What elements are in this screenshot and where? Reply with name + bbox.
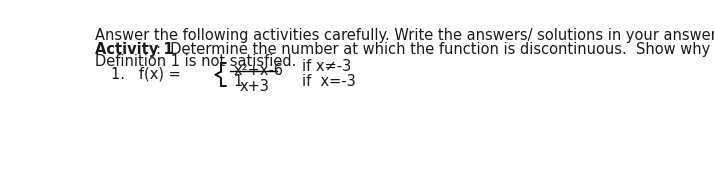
Text: x+3: x+3 [240, 79, 269, 94]
Text: 1: 1 [233, 74, 243, 89]
Text: x²+x-6: x²+x-6 [233, 63, 283, 78]
Text: if  x=-3: if x=-3 [302, 74, 356, 89]
Text: Activity 1: Activity 1 [96, 42, 174, 57]
Text: :  Determine the number at which the function is discontinuous.  Show why: : Determine the number at which the func… [156, 42, 710, 57]
Text: 1.   f(x) =: 1. f(x) = [111, 66, 181, 81]
Text: Definition 1 is not satisfied.: Definition 1 is not satisfied. [96, 54, 297, 69]
Text: Answer the following activities carefully. Write the answers/ solutions in your : Answer the following activities carefull… [96, 29, 714, 43]
Text: if x≠-3: if x≠-3 [302, 59, 351, 74]
